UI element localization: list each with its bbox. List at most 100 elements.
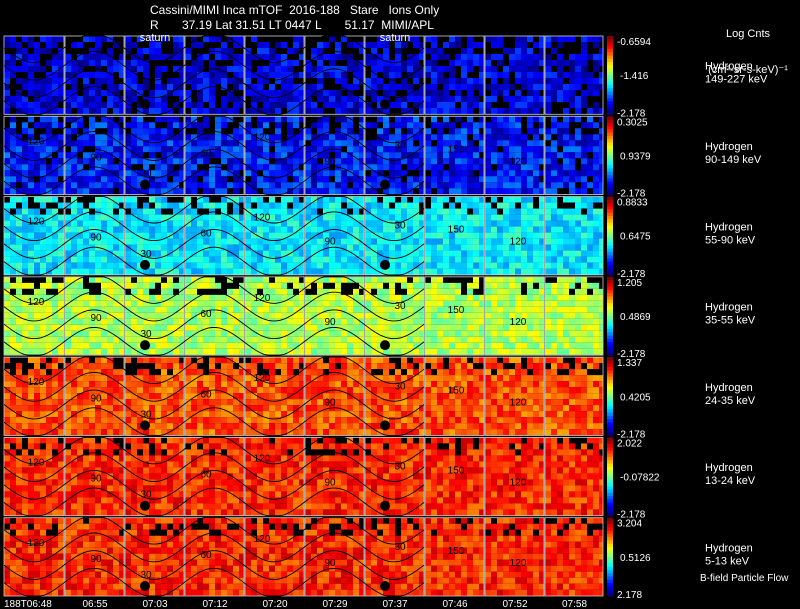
heatmap-cell [281,300,287,307]
heatmap-cell [449,188,455,195]
heatmap-cell [143,324,149,331]
heatmap-cell [479,176,484,183]
heatmap-cell [383,232,389,239]
heatmap-cell [407,54,413,60]
heatmap-cell [161,48,167,54]
heatmap-cell [77,42,83,48]
heatmap-cell [209,170,215,177]
heatmap-cell [137,282,143,289]
heatmap-cell [479,116,484,123]
heatmap-cell [197,146,203,153]
heatmap-cell [299,232,304,239]
heatmap-cell [209,256,215,263]
heatmap-cell [4,244,10,251]
heatmap-cell [203,226,209,233]
heatmap-cell [4,72,10,78]
heatmap-cell [149,152,155,159]
heatmap-cell [401,128,407,135]
heatmap-cell [52,294,58,301]
heatmap-cell [473,134,479,141]
heatmap-cell [95,256,101,263]
heatmap-cell [593,208,599,215]
heatmap-cell [275,90,281,96]
heatmap-cell [245,188,251,195]
heatmap-cell [161,312,167,319]
heatmap-cell [173,282,179,289]
heatmap-cell [16,122,22,129]
heatmap-cell [521,78,527,84]
heatmap-cell [197,102,203,108]
heatmap-cell [359,48,364,54]
heatmap-cell [89,282,95,289]
heatmap-cell [83,348,89,355]
heatmap-cell [413,96,419,102]
heatmap-cell [491,36,497,42]
heatmap-cell [149,336,155,343]
heatmap-cell [179,146,184,153]
heatmap-cell [353,152,359,159]
heatmap-cell [52,152,58,159]
heatmap-cell [52,196,58,203]
heatmap-cell [83,84,89,90]
heatmap-cell [455,164,461,171]
heatmap-cell [215,282,221,289]
heatmap-cell [557,188,563,195]
heatmap-cell [191,134,197,141]
heatmap-cell [161,128,167,135]
heatmap-cell [227,54,233,60]
heatmap-cell [143,196,149,203]
heatmap-cell [341,42,347,48]
heatmap-cell [461,182,467,189]
heatmap-cell [107,268,113,275]
heatmap-cell [419,152,424,159]
heatmap-cell [515,256,521,263]
heatmap-cell [317,42,323,48]
heatmap-cell [581,72,587,78]
heatmap-cell [161,176,167,183]
heatmap-cell [149,48,155,54]
heatmap-cell [221,188,227,195]
heatmap-cell [155,134,161,141]
heatmap-cell [40,238,46,245]
heatmap-cell [161,276,167,283]
heatmap-cell [209,152,215,159]
heatmap-cell [28,66,34,72]
heatmap-cell [365,164,371,171]
heatmap-cell [239,312,244,319]
heatmap-cell [89,348,95,355]
heatmap-cell [40,134,46,141]
heatmap-cell [137,158,143,165]
heatmap-cell [227,226,233,233]
heatmap-cell [341,176,347,183]
heatmap-cell [569,84,575,90]
heatmap-cell [221,226,227,233]
heatmap-cell [233,294,239,301]
heatmap-cell [395,84,401,90]
heatmap-cell [569,182,575,189]
heatmap-cell [52,214,58,221]
heatmap-cell [569,256,575,263]
heatmap-cell [497,90,503,96]
contour-label: 120 [254,213,271,224]
heatmap-cell [22,96,28,102]
heatmap-cell [125,202,131,209]
heatmap-cell [269,158,275,165]
heatmap-cell [34,170,40,177]
heatmap-cell [551,54,557,60]
heatmap-cell [389,226,395,233]
heatmap-cell [191,232,197,239]
heatmap-cell [173,182,179,189]
heatmap-cell [569,164,575,171]
heatmap-cell [581,36,587,42]
heatmap-cell [491,134,497,141]
heatmap-cell [245,108,251,114]
heatmap-cell [197,84,203,90]
heatmap-cell [377,232,383,239]
heatmap-cell [16,66,22,72]
heatmap-cell [257,78,263,84]
heatmap-cell [479,182,484,189]
heatmap-cell [185,244,191,251]
heatmap-cell [161,122,167,129]
heatmap-cell [587,116,593,123]
heatmap-cell [443,108,449,114]
